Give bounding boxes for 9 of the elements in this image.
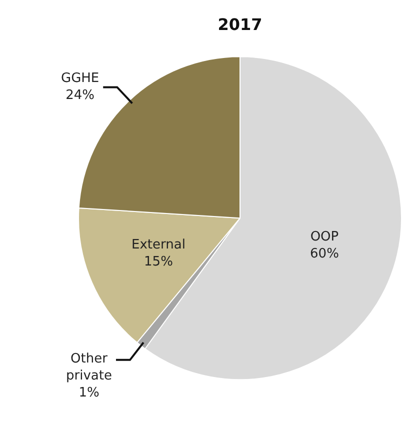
slice-label: GGHE xyxy=(60,71,100,86)
data-label: 60% xyxy=(310,246,339,262)
data-label: 24% xyxy=(66,88,95,104)
data-label: 1% xyxy=(78,385,100,400)
chart-title: 2017 xyxy=(218,14,262,34)
data-label: 15% xyxy=(144,254,173,270)
slice-label: Other private xyxy=(66,351,112,384)
slice-label: External xyxy=(132,237,186,252)
slice-label: OOP xyxy=(310,229,339,244)
